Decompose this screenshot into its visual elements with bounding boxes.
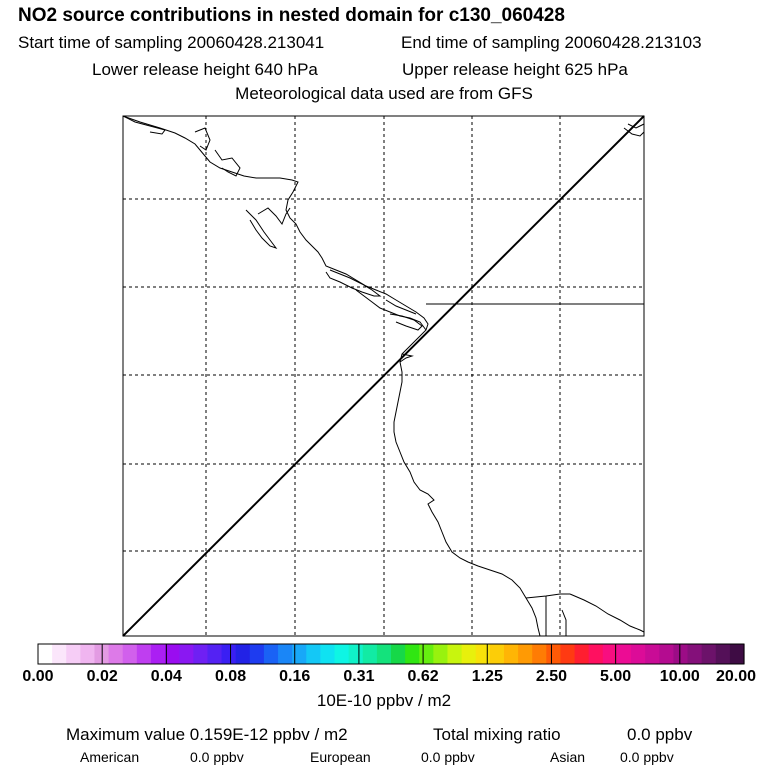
colorbar-cell	[376, 644, 392, 664]
european-value: 0.0 ppbv	[421, 749, 475, 765]
colorbar-cell	[687, 644, 703, 664]
diagonal-line	[122, 115, 645, 637]
colorbar-cell	[362, 644, 378, 664]
colorbar-cell	[447, 644, 463, 664]
colorbar-cell	[574, 644, 590, 664]
colorbar-tick-label: 10.00	[659, 668, 700, 685]
colorbar-cell	[602, 644, 618, 664]
colorbar-cell	[645, 644, 660, 664]
asian-label: Asian	[550, 749, 586, 765]
colorbar-cell	[235, 644, 251, 664]
colorbar-tick-label: 20.00	[715, 668, 757, 685]
colorbar-cell	[475, 644, 491, 664]
colorbar-cell	[306, 644, 321, 664]
coastline	[122, 115, 645, 637]
colorbar-cell	[207, 644, 223, 664]
colorbar-cell	[66, 644, 81, 664]
colorbar-cell	[179, 644, 194, 664]
colorbar-tick-label: 0.04	[150, 668, 182, 685]
colorbar-tick-label: 0.31	[343, 668, 375, 685]
met-data-label: Meteorological data used are from GFS	[235, 84, 533, 103]
colorbar-cell	[165, 644, 180, 664]
colorbar-tick-label: 0.02	[86, 668, 118, 685]
colorbar-cell	[391, 644, 406, 664]
colorbar-cell	[673, 644, 689, 664]
colorbar-cell	[292, 644, 307, 664]
colorbar-cell	[334, 644, 350, 664]
colorbar-cell	[729, 644, 745, 664]
colorbar-tick-label: 0.00	[22, 668, 54, 685]
max-value-label: Maximum value 0.159E-12 ppbv / m2	[66, 725, 348, 744]
colorbar-cell	[221, 644, 237, 664]
colorbar-cell	[108, 644, 124, 664]
colorbar-cell	[659, 644, 674, 664]
colorbar-cell	[588, 644, 604, 664]
colorbar-cell	[136, 644, 152, 664]
colorbar-cell	[419, 644, 434, 664]
colorbar-frame	[37, 643, 745, 665]
colorbar-cell	[348, 644, 364, 664]
colorbar-units: 10E-10 ppbv / m2	[316, 691, 452, 710]
colorbar-cell	[122, 644, 138, 664]
european-label: European	[310, 749, 371, 765]
colorbar-cell	[532, 644, 547, 664]
colorbar-cell	[560, 644, 576, 664]
american-label: American	[80, 749, 140, 765]
colorbar-cell	[616, 644, 632, 664]
colorbar-cell	[52, 644, 67, 664]
total-mixing-value: 0.0 ppbv	[627, 725, 693, 744]
colorbar-cell	[263, 644, 279, 664]
colorbar-cell	[38, 644, 53, 664]
end-time-label: End time of sampling 20060428.213103	[401, 33, 702, 52]
colorbar-cell	[715, 644, 731, 664]
colorbar-cell	[433, 644, 449, 664]
colorbar-tick-label: 0.16	[279, 668, 311, 685]
colorbar-tick-label: 1.25	[471, 668, 503, 685]
colorbar-cell	[320, 644, 336, 664]
colorbar-cells	[38, 644, 745, 664]
colorbar-cell	[546, 644, 562, 664]
colorbar-tick-label: 5.00	[600, 668, 632, 685]
lower-height-label: Lower release height 640 hPa	[92, 60, 318, 79]
american-value: 0.0 ppbv	[190, 749, 244, 765]
colorbar-cell	[503, 644, 519, 664]
start-time-label: Start time of sampling 20060428.213041	[18, 33, 325, 52]
colorbar-cell	[405, 644, 420, 664]
colorbar-cell	[461, 644, 477, 664]
map-frame	[122, 115, 645, 637]
colorbar-cell	[193, 644, 209, 664]
colorbar-cell	[631, 644, 646, 664]
total-mixing-label: Total mixing ratio	[433, 725, 561, 744]
colorbar-dividers	[101, 644, 681, 664]
colorbar-cell	[80, 644, 96, 664]
colorbar-cell	[150, 644, 166, 664]
colorbar-cell	[701, 644, 717, 664]
colorbar-cell	[489, 644, 505, 664]
upper-height-label: Upper release height 625 hPa	[402, 60, 628, 79]
colorbar-cell	[249, 644, 265, 664]
colorbar-tick-label: 2.50	[535, 668, 568, 685]
page-title: NO2 source contributions in nested domai…	[18, 5, 565, 26]
colorbar-tick-label: 0.08	[214, 668, 247, 685]
asian-value: 0.0 ppbv	[620, 749, 674, 765]
colorbar-cell	[518, 644, 533, 664]
colorbar-tick-label: 0.62	[407, 668, 439, 685]
colorbar-cell	[278, 644, 293, 664]
